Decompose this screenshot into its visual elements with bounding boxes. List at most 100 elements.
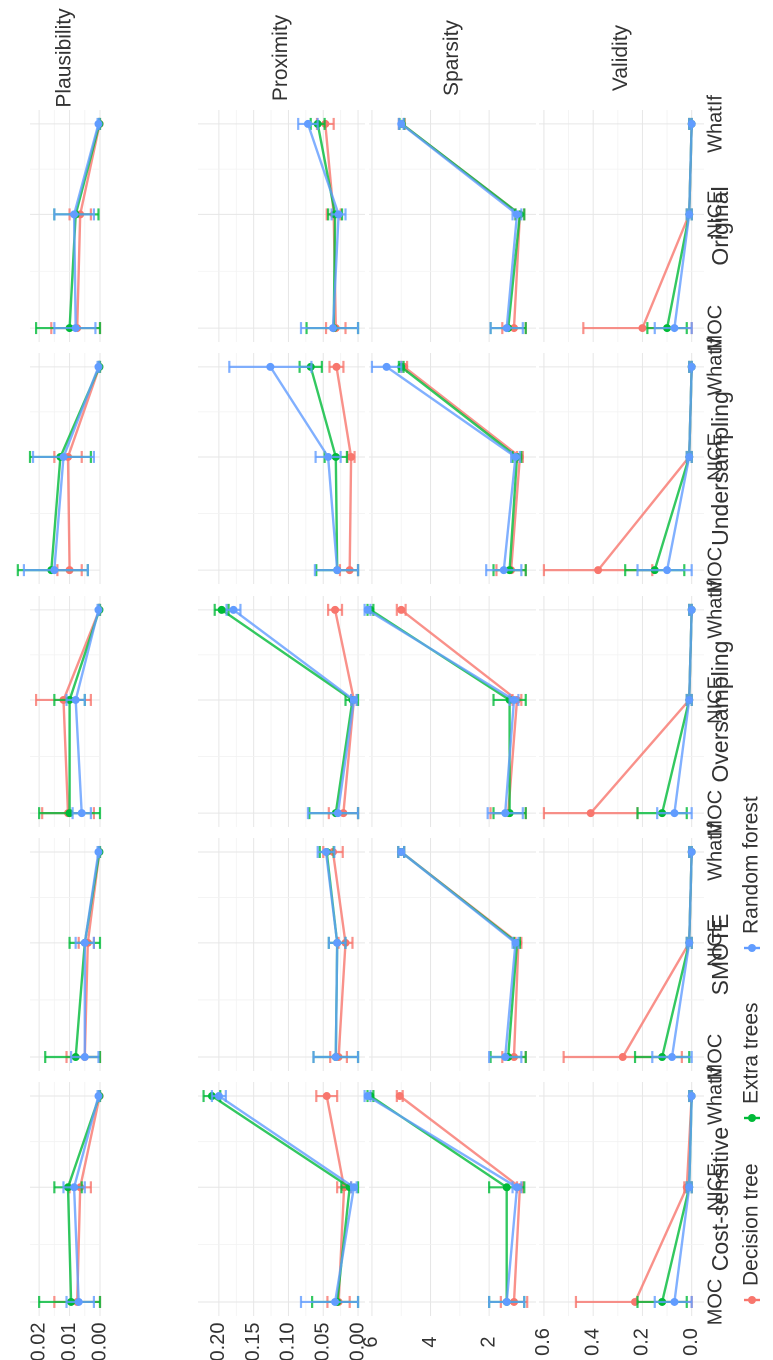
- series-line: [50, 366, 101, 571]
- data-point: [501, 1053, 510, 1062]
- data-point: [670, 324, 679, 333]
- value-tick-label: 0.2: [631, 1328, 653, 1356]
- series-line: [72, 1095, 100, 1303]
- method-tick-label: WhatIf: [704, 338, 726, 396]
- facet-label: Undersampling: [707, 391, 733, 546]
- method-tick-label: NICE: [704, 433, 726, 481]
- series-line: [66, 1095, 101, 1303]
- series-random-forest: [53, 117, 103, 335]
- data-point: [363, 1092, 372, 1101]
- panel-validity-oversampling: [539, 596, 704, 827]
- data-point: [266, 362, 275, 371]
- data-point: [397, 847, 406, 856]
- facet-label: Cost-sensitive: [707, 1127, 733, 1271]
- panel-proximity-original: [198, 110, 365, 342]
- series-random-forest: [370, 360, 523, 577]
- data-point: [94, 119, 103, 128]
- method-tick-label: WhatIf: [704, 581, 726, 639]
- series-decision-tree: [315, 117, 347, 335]
- panel-validity-cost-sensitive: [539, 1082, 704, 1316]
- legend: Decision tree Extra trees Random forest: [740, 796, 763, 1304]
- series-random-forest: [228, 360, 360, 577]
- series-extra-trees: [305, 117, 360, 335]
- series-random-forest: [22, 360, 103, 577]
- series-line: [66, 366, 101, 571]
- series-line: [385, 365, 517, 571]
- data-point: [94, 847, 103, 856]
- data-point: [594, 566, 603, 575]
- data-point: [328, 324, 337, 333]
- data-point: [50, 566, 59, 575]
- panel-validity-original: [539, 110, 704, 342]
- series-line: [400, 365, 519, 571]
- metric-label: Sparsity: [440, 20, 463, 96]
- data-point: [685, 938, 694, 947]
- series-random-forest: [363, 1090, 526, 1308]
- data-point: [94, 1092, 103, 1101]
- series-line: [401, 122, 522, 329]
- series-random-forest: [312, 845, 360, 1064]
- method-tick-label: NICE: [704, 919, 726, 967]
- method-tick-label: NICE: [704, 1163, 726, 1211]
- method-tick-label: WhatIf: [704, 1067, 726, 1125]
- data-point: [70, 210, 79, 219]
- series-line: [335, 366, 353, 571]
- series-decision-tree: [315, 1090, 353, 1308]
- series-line: [53, 366, 100, 571]
- series-line: [589, 609, 693, 814]
- series-extra-trees: [624, 360, 696, 577]
- series-line: [403, 365, 522, 571]
- series-line: [633, 1095, 693, 1303]
- data-point: [511, 938, 520, 947]
- data-point: [501, 809, 510, 818]
- value-tick-label: 0.00: [346, 1323, 368, 1360]
- series-line: [673, 123, 693, 329]
- value-tick-label: 0.0: [680, 1328, 702, 1356]
- data-point: [586, 809, 595, 818]
- facet-label: Oversampling: [707, 641, 733, 783]
- series-extra-trees: [202, 1090, 360, 1308]
- legend-label: Decision tree: [740, 1163, 763, 1286]
- series-decision-tree: [542, 603, 696, 820]
- data-point: [685, 210, 694, 219]
- panel-validity-smote: [539, 838, 704, 1071]
- series-random-forest: [65, 603, 103, 820]
- value-tick-label: 0.10: [277, 1323, 299, 1360]
- value-tick-label: 0.02: [27, 1323, 49, 1360]
- series-decision-tree: [327, 603, 360, 820]
- series-random-forest: [397, 117, 524, 335]
- series-decision-tree: [328, 360, 360, 577]
- series-line: [316, 123, 337, 329]
- panel-plausibility-cost-sensitive: [30, 1082, 101, 1316]
- series-decision-tree: [50, 117, 104, 335]
- series-line: [673, 609, 693, 814]
- series-line: [331, 851, 347, 1058]
- series-line: [76, 123, 101, 329]
- data-point: [512, 210, 521, 219]
- data-point: [670, 1297, 679, 1306]
- data-point: [229, 605, 238, 614]
- facet-label: Original: [707, 186, 733, 265]
- series-line: [309, 366, 339, 571]
- data-point: [74, 1297, 83, 1306]
- data-point: [502, 1297, 511, 1306]
- panel-sparsity-cost-sensitive: [369, 1082, 536, 1316]
- data-point: [502, 324, 511, 333]
- data-point: [382, 362, 391, 371]
- data-point: [663, 566, 672, 575]
- value-tick-label: 0.05: [312, 1323, 334, 1360]
- data-point: [324, 452, 333, 461]
- series-extra-trees: [38, 603, 104, 820]
- data-point: [334, 210, 343, 219]
- data-point: [687, 1092, 696, 1101]
- data-point: [687, 362, 696, 371]
- method-tick-label: NICE: [704, 191, 726, 239]
- value-tick-label: 6: [360, 1336, 382, 1347]
- data-point: [395, 1092, 404, 1101]
- data-point: [94, 605, 103, 614]
- series-line: [221, 608, 354, 814]
- data-point: [363, 605, 372, 614]
- series-random-forest: [636, 360, 696, 577]
- series-random-forest: [651, 845, 696, 1064]
